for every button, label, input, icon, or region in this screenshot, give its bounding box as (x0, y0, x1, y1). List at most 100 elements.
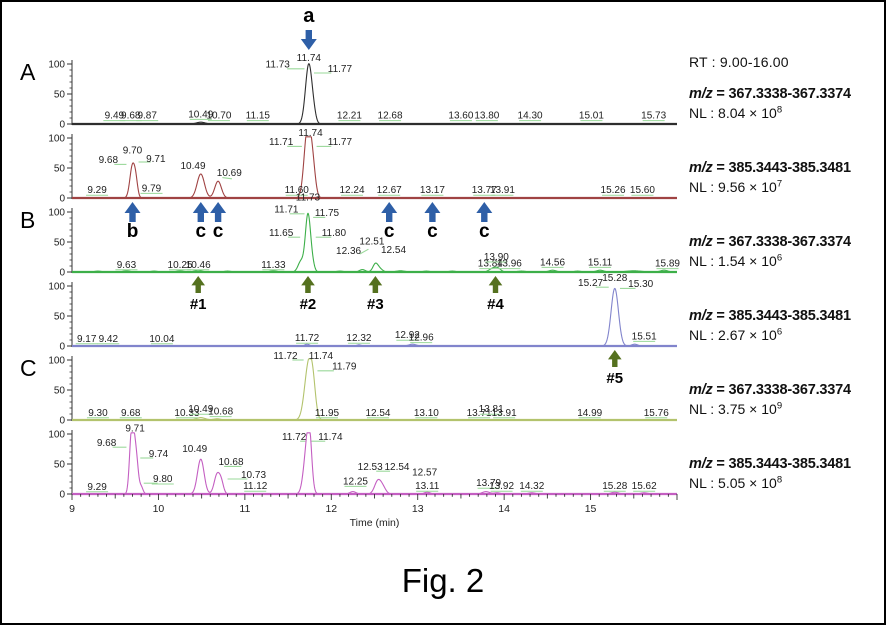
nl-label-3: NL : 1.54 × 106 (689, 252, 782, 269)
arrow-label-n3: #3 (367, 296, 384, 313)
peak-label: 12.25 (343, 476, 368, 487)
y-tick-label: 100 (48, 208, 65, 219)
trace-path (71, 136, 678, 199)
arrow-label-c: c (479, 221, 490, 242)
peak-label: 10.68 (219, 457, 244, 468)
peak-label: 9.49 (105, 111, 125, 122)
x-tick-label: 9 (69, 503, 75, 515)
peak-label: 9.17 (77, 334, 97, 345)
arrow-n4 (488, 276, 503, 293)
peak-label: 15.28 (602, 481, 627, 492)
mz-window-label-5: m/z = 367.3338-367.3374 (689, 382, 851, 399)
peak-label: 9.74 (149, 449, 169, 460)
peak-label: 11.74 (309, 351, 334, 362)
peak-label: 12.96 (409, 333, 434, 344)
arrow-label-c: c (384, 221, 395, 242)
peak-label: 15.62 (632, 481, 657, 492)
peak-label: 12.67 (377, 185, 402, 196)
peak-label: 12.57 (412, 467, 437, 478)
peak-label: 13.71 (467, 408, 492, 419)
y-tick-label: 50 (54, 164, 66, 175)
trace-path (71, 358, 678, 421)
nl-exponent: 8 (776, 104, 783, 116)
y-tick-label: 100 (48, 356, 65, 367)
nl-value: NL : 9.56 × 10 (689, 179, 777, 195)
peak-label: 10.49 (188, 109, 213, 120)
peak-leader-line (222, 177, 232, 180)
nl-label-1: NL : 8.04 × 108 (689, 104, 783, 121)
nl-value: NL : 2.67 × 10 (689, 327, 777, 343)
panel-label-A: A (20, 59, 36, 85)
peak-label: 11.75 (315, 208, 340, 219)
nl-exponent: 9 (776, 400, 783, 412)
peak-label: 11.72 (273, 351, 298, 362)
x-tick-label: 11 (239, 503, 250, 515)
x-tick-label: 13 (412, 503, 424, 515)
peak-label: 12.54 (365, 408, 390, 419)
mz-italic: m/z (689, 234, 713, 250)
peak-label: 9.29 (87, 185, 107, 196)
arrow-c (424, 202, 441, 222)
peak-label: 9.70 (123, 146, 143, 157)
arrow-c (381, 202, 398, 222)
peak-label: 9.68 (99, 155, 119, 166)
peak-label: 14.30 (518, 111, 543, 122)
peak-label: 11.74 (297, 53, 322, 64)
arrow-label-n5: #5 (606, 370, 623, 387)
peak-label: 15.76 (644, 408, 669, 419)
y-tick-label: 0 (59, 194, 65, 205)
y-tick-label: 0 (59, 120, 65, 131)
peak-label: 11.12 (243, 481, 268, 492)
rt-range-label: RT : 9.00-16.00 (689, 54, 789, 70)
peak-label: 12.53 (358, 462, 383, 473)
peak-label: 12.54 (384, 462, 409, 473)
mz-italic: m/z (689, 86, 713, 102)
mz-range: = 367.3338-367.3374 (712, 382, 851, 398)
peak-label: 14.32 (519, 481, 544, 492)
peak-label: 15.73 (641, 111, 666, 122)
y-tick-label: 100 (48, 60, 65, 71)
peak-label: 9.30 (88, 408, 108, 419)
peak-label: 15.89 (655, 259, 680, 270)
peak-label: 12.21 (337, 111, 362, 122)
peak-label: 15.27 (578, 278, 603, 289)
peak-label: 13.60 (448, 111, 473, 122)
peak-label: 12.36 (336, 246, 361, 257)
peak-label: 9.42 (99, 334, 119, 345)
nl-exponent: 6 (776, 326, 783, 338)
nl-label-4: NL : 2.67 × 106 (689, 326, 783, 343)
peak-label: 10.49 (180, 161, 205, 172)
peak-label: 11.15 (246, 111, 271, 122)
peak-leader-line (359, 248, 369, 255)
arrow-b (124, 202, 141, 222)
nl-value: NL : 1.54 × 10 (689, 253, 777, 269)
peak-label: 15.60 (630, 185, 655, 196)
y-tick-label: 50 (54, 238, 66, 249)
arrow-n3 (368, 276, 383, 293)
peak-label: 13.80 (474, 111, 499, 122)
nl-exponent: 8 (776, 474, 783, 486)
mz-range: = 385.3443-385.3481 (712, 456, 851, 472)
mz-range: = 367.3338-367.3374 (712, 86, 851, 102)
peak-label: 9.71 (146, 154, 166, 165)
mz-range: = 385.3443-385.3481 (712, 308, 851, 324)
nl-value: NL : 8.04 × 10 (689, 105, 777, 121)
peak-label: 10.49 (182, 444, 207, 455)
peak-label: 13.92 (489, 481, 514, 492)
peak-label: 9.87 (137, 111, 157, 122)
nl-value: NL : 5.05 × 10 (689, 475, 777, 491)
peak-label: 11.72 (282, 432, 307, 443)
peak-label: 11.71 (274, 205, 299, 216)
peak-label: 13.77 (472, 185, 497, 196)
y-tick-label: 100 (48, 430, 65, 441)
y-tick-label: 0 (59, 490, 65, 501)
mz-window-label-3: m/z = 367.3338-367.3374 (689, 234, 851, 251)
arrow-label-n2: #2 (300, 296, 317, 313)
peak-label: 9.68 (121, 408, 141, 419)
peak-label: 13.84 (478, 259, 503, 270)
peak-label: 12.32 (346, 333, 371, 344)
peak-label: 10.49 (188, 404, 213, 415)
peak-label: 9.68 (121, 111, 141, 122)
y-tick-label: 100 (48, 134, 65, 145)
